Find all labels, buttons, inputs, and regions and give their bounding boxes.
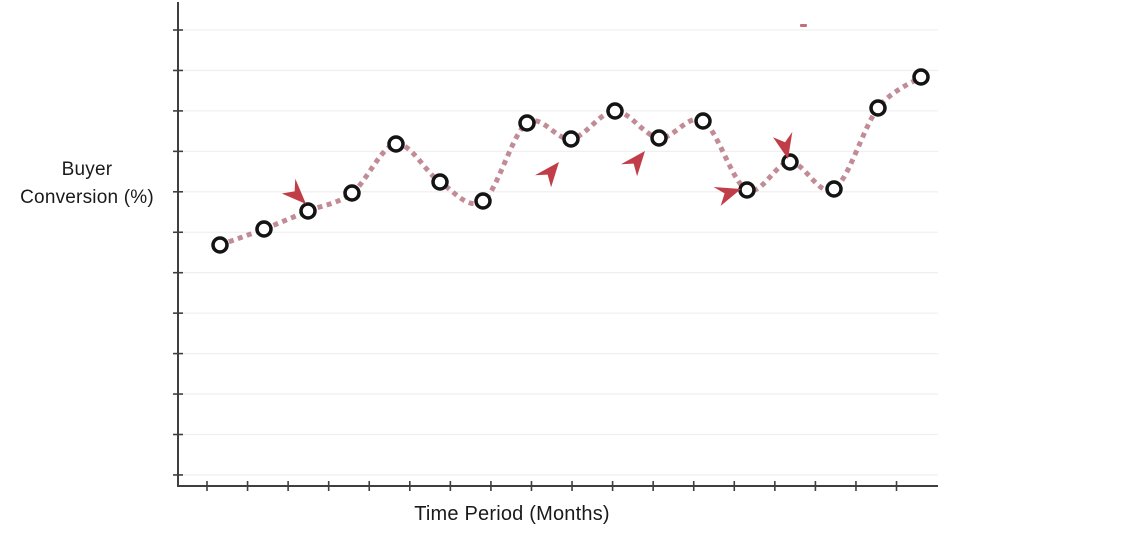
red-smudge-artifact xyxy=(800,24,807,27)
data-point-marker xyxy=(255,220,273,238)
data-point-marker xyxy=(474,192,492,210)
arrow-annotation-icon xyxy=(772,131,793,159)
data-point-marker xyxy=(738,181,756,199)
data-point-marker xyxy=(781,153,799,171)
y-axis-label: Buyer Conversion (%) xyxy=(2,156,172,212)
data-point-marker xyxy=(518,114,536,132)
data-point-marker xyxy=(431,173,449,191)
data-point-marker xyxy=(650,129,668,147)
arrow-annotation-icon xyxy=(534,162,559,188)
data-point-marker xyxy=(825,180,843,198)
x-axis-label: Time Period (Months) xyxy=(414,503,610,525)
data-point-marker xyxy=(912,68,930,86)
arrow-annotation-icon xyxy=(281,178,306,204)
arrow-annotation-icon xyxy=(620,151,645,177)
data-point-marker xyxy=(562,130,580,148)
data-point-marker xyxy=(869,99,887,117)
data-point-marker xyxy=(299,202,317,220)
data-point-marker xyxy=(694,112,712,130)
data-point-marker xyxy=(387,135,405,153)
trend-line xyxy=(219,74,923,248)
data-point-marker xyxy=(211,236,229,254)
y-axis-label-line1: Buyer xyxy=(61,159,113,180)
y-axis-label-line2: Conversion (%) xyxy=(20,187,154,208)
data-point-marker xyxy=(606,102,624,120)
data-point-marker xyxy=(343,184,361,202)
arrow-annotation-icon xyxy=(713,187,741,206)
